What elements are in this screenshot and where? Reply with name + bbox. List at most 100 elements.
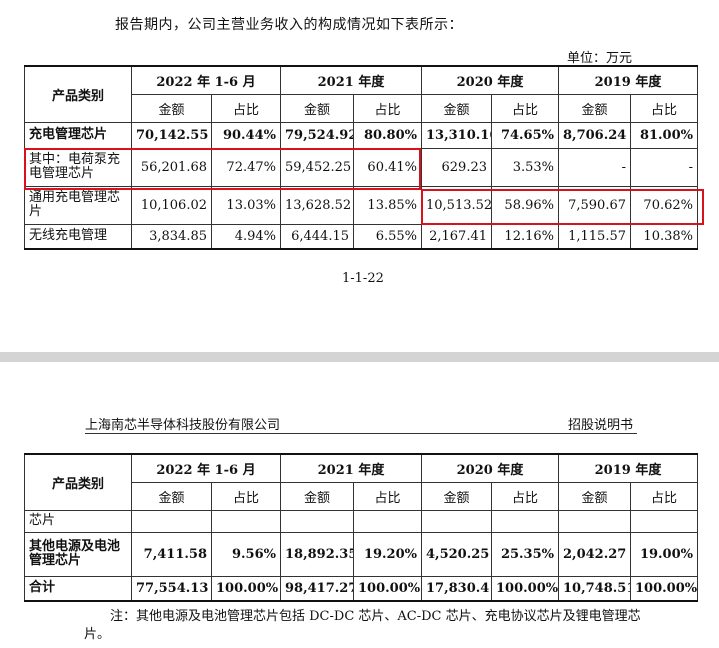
highlight-box-general-charging [421, 189, 704, 225]
ratio-cell: 58.96% [491, 185, 559, 225]
revenue-table-part2-body: 芯片 其他电源及电池管理芯片 7,411.58 9.56% 18,892.35 19.20… [24, 509, 698, 602]
amount-cell: 7,411.58 [131, 531, 212, 577]
amount-cell [558, 509, 631, 533]
amount-cell: 70,142.55 [131, 121, 212, 149]
table-row: 充电管理芯片 70,142.55 90.44% 79,524.92 80.80% 13,3… [24, 121, 698, 149]
revenue-table-part1-body: 充电管理芯片 70,142.55 90.44% 79,524.92 80.80% 13,3… [24, 121, 698, 250]
amount-header: 金额 [558, 481, 631, 511]
table-row: 芯片 [24, 509, 698, 533]
ratio-cell: 80.80% [353, 121, 422, 149]
ratio-header: 占比 [491, 481, 559, 511]
amount-cell: 59,452.25 [280, 147, 354, 187]
amount-cell: 79,524.92 [280, 121, 354, 149]
ratio-cell: 100.00% [630, 575, 698, 602]
ratio-header: 占比 [211, 481, 281, 511]
revenue-table-part2: 产品类别 2022 年 1-6 月 2021 年度 2020 年度 2019 年… [24, 453, 698, 602]
ratio-cell: 100.00% [353, 575, 422, 602]
company-name: 上海南芯半导体科技股份有限公司 [85, 418, 281, 433]
amount-cell: 629.23 [421, 147, 492, 187]
ratio-header: 占比 [630, 93, 698, 123]
period-header-2020: 2020 年度 [421, 453, 559, 483]
amount-cell: 8,706.24 [558, 121, 631, 149]
header-rule [85, 433, 637, 434]
amount-cell: 2,167.41 [421, 223, 492, 250]
ratio-cell [630, 509, 698, 533]
ratio-cell: 100.00% [491, 575, 559, 602]
ratio-header: 占比 [630, 481, 698, 511]
unit-label: 单位：万元 [567, 51, 633, 66]
period-header-2021: 2021 年度 [280, 65, 422, 95]
ratio-cell: 9.56% [211, 531, 281, 577]
amount-cell: 77,554.13 [131, 575, 212, 602]
page-separator [0, 352, 719, 362]
table-row: 通用充电管理芯片 10,106.02 13.03% 13,628.52 13.85% 10… [24, 185, 698, 225]
amount-header: 金额 [131, 93, 212, 123]
table-row: 合计 77,554.13 100.00% 98,417.27 100.00% 17,830… [24, 575, 698, 602]
amount-header: 金额 [131, 481, 212, 511]
ratio-cell: 100.00% [211, 575, 281, 602]
period-header-2022h1: 2022 年 1-6 月 [131, 453, 281, 483]
table-row: 无线充电管理 3,834.85 4.94% 6,444.15 6.55% 2,167.41… [24, 223, 698, 250]
ratio-cell [491, 509, 559, 533]
amount-cell: 2,042.27 [558, 531, 631, 577]
ratio-cell: 6.55% [353, 223, 422, 250]
amount-cell: 7,590.67 [558, 185, 631, 225]
amount-cell: 3,834.85 [131, 223, 212, 250]
amount-cell: 4,520.25 [421, 531, 492, 577]
ratio-header: 占比 [211, 93, 281, 123]
period-header-2019: 2019 年度 [558, 65, 698, 95]
amount-cell: 10,106.02 [131, 185, 212, 225]
category-cell: 合计 [24, 575, 132, 602]
ratio-cell: 81.00% [630, 121, 698, 149]
ratio-cell [211, 509, 281, 533]
period-header-2021: 2021 年度 [280, 453, 422, 483]
category-cell: 其他电源及电池管理芯片 [24, 531, 132, 577]
ratio-cell: 12.16% [491, 223, 559, 250]
amount-cell [280, 509, 354, 533]
amount-cell: 1,115.57 [558, 223, 631, 250]
footnote: 注：其他电源及电池管理芯片包括 DC-DC 芯片、AC-DC 芯片、充电协议芯片… [84, 609, 641, 642]
category-header: 产品类别 [24, 453, 132, 511]
amount-cell: 17,830.41 [421, 575, 492, 602]
amount-header: 金额 [558, 93, 631, 123]
period-header-2022h1: 2022 年 1-6 月 [131, 65, 281, 95]
table-row: 其中：电荷泵充电管理芯片 56,201.68 72.47% 59,452.25 60.4… [24, 147, 698, 187]
category-cell: 芯片 [24, 509, 132, 533]
amount-cell: 98,417.27 [280, 575, 354, 602]
revenue-table-part1: 产品类别 2022 年 1-6 月 2021 年度 2020 年度 2019 年… [24, 65, 698, 250]
table-row: 其他电源及电池管理芯片 7,411.58 9.56% 18,892.35 19.20% 4… [24, 531, 698, 577]
amount-cell: 13,628.52 [280, 185, 354, 225]
amount-cell [131, 509, 212, 533]
ratio-cell [353, 509, 422, 533]
amount-cell: 10,748.51 [558, 575, 631, 602]
period-header-2020: 2020 年度 [421, 65, 559, 95]
category-cell: 通用充电管理芯片 [24, 185, 132, 225]
amount-header: 金额 [280, 481, 354, 511]
ratio-header: 占比 [353, 481, 422, 511]
amount-cell: - [558, 147, 631, 187]
document-type: 招股说明书 [568, 418, 634, 433]
page-number: 1-1-22 [342, 271, 384, 286]
category-cell: 充电管理芯片 [24, 121, 132, 149]
category-cell: 无线充电管理 [24, 223, 132, 250]
period-header-2019: 2019 年度 [558, 453, 698, 483]
amount-cell: 6,444.15 [280, 223, 354, 250]
ratio-header: 占比 [491, 93, 559, 123]
intro-paragraph: 报告期内，公司主营业务收入的构成情况如下表所示： [115, 17, 463, 33]
ratio-cell: 90.44% [211, 121, 281, 149]
ratio-cell: 10.38% [630, 223, 698, 250]
ratio-cell: 13.03% [211, 185, 281, 225]
ratio-cell: 19.00% [630, 531, 698, 577]
ratio-cell: 25.35% [491, 531, 559, 577]
ratio-cell: 13.85% [353, 185, 422, 225]
amount-cell: 13,310.16 [421, 121, 492, 149]
amount-cell: 18,892.35 [280, 531, 354, 577]
ratio-cell: 74.65% [491, 121, 559, 149]
amount-header: 金额 [421, 93, 492, 123]
ratio-header: 占比 [353, 93, 422, 123]
category-header: 产品类别 [24, 65, 132, 123]
highlight-box-charge-pump [24, 148, 421, 190]
amount-cell [421, 509, 492, 533]
ratio-cell: 3.53% [491, 147, 559, 187]
ratio-cell: 19.20% [353, 531, 422, 577]
